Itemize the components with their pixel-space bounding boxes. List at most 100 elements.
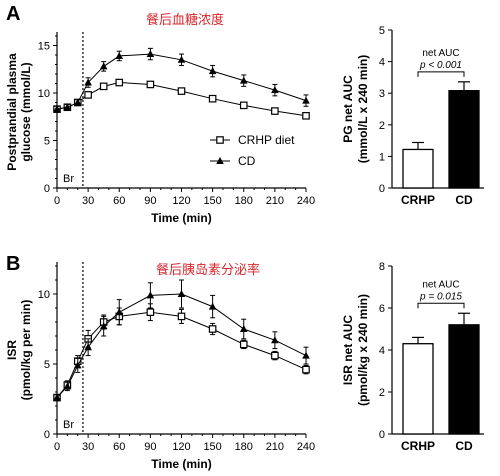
- data-point: [177, 290, 186, 297]
- y-axis-title: (pmol/kg x 240 min): [356, 294, 370, 406]
- y-tick-label: 2: [379, 120, 385, 132]
- x-tick-label: 90: [144, 195, 156, 207]
- legend-marker-triangle: [216, 157, 224, 164]
- y-tick-label: 6: [379, 303, 385, 315]
- x-tick-label: 150: [203, 441, 221, 453]
- data-point: [84, 91, 92, 99]
- x-tick-label: 180: [235, 195, 253, 207]
- data-point: [177, 87, 186, 95]
- x-tick-label: 60: [113, 441, 125, 453]
- y-axis-title: ISR net AUC: [341, 315, 355, 386]
- significance-bracket: [417, 71, 465, 77]
- breakfast-marker-label: Br: [63, 419, 74, 431]
- bar-crhp: [402, 343, 434, 435]
- data-point: [99, 82, 108, 91]
- y-tick-label: 2: [379, 387, 385, 399]
- series-crhp: [53, 303, 310, 402]
- data-point: [99, 322, 108, 330]
- x-tick-label: 240: [297, 441, 315, 453]
- data-point: [302, 96, 310, 104]
- data-point: [146, 80, 155, 89]
- data-point: [115, 51, 124, 59]
- data-point: [53, 393, 61, 401]
- data-point: [146, 308, 155, 317]
- x-tick-label: 120: [172, 441, 190, 453]
- y-tick-label: 5: [44, 136, 50, 148]
- x-tick-label: 90: [144, 441, 156, 453]
- data-point: [302, 351, 310, 359]
- data-point: [208, 94, 217, 103]
- data-point: [271, 107, 279, 115]
- data-point: [99, 62, 108, 70]
- category-label: CRHP: [401, 439, 435, 453]
- category-label: CRHP: [401, 193, 435, 207]
- data-point: [239, 101, 248, 110]
- y-axis-title: Postprandial plasma: [5, 53, 19, 171]
- breakfast-marker-label: Br: [63, 173, 74, 185]
- chart-title: 餐后血糖浓度: [146, 12, 224, 27]
- data-point: [115, 308, 124, 316]
- data-point: [146, 50, 155, 58]
- y-tick-label: 3: [379, 88, 385, 100]
- panel-label-b: B: [6, 253, 20, 275]
- y-axis-title: glucose (mmol/L): [19, 62, 33, 161]
- y-axis-title: PG net AUC: [341, 75, 355, 143]
- x-tick-label: 0: [54, 441, 60, 453]
- x-tick-label: 30: [82, 195, 94, 207]
- x-tick-label: 210: [266, 195, 284, 207]
- y-tick-label: 5: [379, 25, 385, 37]
- bar-chart-a: 0 1 2 3 4 5 PG net AUC (mmol/L x 240 min) CRHP CD…: [341, 25, 484, 207]
- y-tick-label: 8: [379, 261, 385, 273]
- y-tick-label: 5: [44, 359, 50, 371]
- data-point: [271, 351, 279, 360]
- legend-label-cd: CD: [238, 154, 256, 168]
- bar-chart-b: 0 2 4 6 8 ISR net AUC (pmol/kg x 240 min) CRHP C…: [341, 261, 484, 453]
- panel-label-a: A: [6, 3, 20, 25]
- x-tick-label: 240: [297, 195, 315, 207]
- y-axis-title: (pmol/kg per min): [19, 300, 33, 401]
- y-tick-label: 0: [379, 429, 385, 441]
- y-tick-label: 10: [38, 88, 50, 100]
- data-point: [208, 302, 217, 310]
- y-tick-label: 1: [379, 151, 385, 163]
- legend: CRHP diet CD: [210, 133, 295, 168]
- data-point: [177, 55, 186, 63]
- chart-title: 餐后胰岛素分泌率: [156, 262, 260, 277]
- p-value: p < 0.001: [419, 60, 462, 71]
- data-point: [73, 98, 82, 106]
- data-point: [271, 336, 279, 344]
- series-cd: [53, 279, 310, 401]
- x-tick-label: 120: [172, 195, 190, 207]
- data-point: [302, 111, 310, 120]
- x-tick-label: 60: [113, 195, 125, 207]
- y-tick-label: 4: [379, 57, 385, 69]
- p-value: p = 0.015: [419, 291, 462, 302]
- x-tick-label: 30: [82, 441, 94, 453]
- data-point: [208, 67, 217, 75]
- category-label: CD: [455, 193, 473, 207]
- legend-marker-square: [216, 136, 224, 144]
- data-point: [239, 340, 248, 349]
- data-point: [84, 78, 92, 86]
- x-tick-label: 150: [203, 195, 221, 207]
- y-tick-label: 0: [379, 183, 385, 195]
- category-label: CD: [455, 439, 473, 453]
- significance-bracket: [417, 302, 465, 309]
- y-tick-label: 0: [44, 183, 50, 195]
- y-axis-title: (mmol/L x 240 min): [356, 55, 370, 163]
- data-point: [208, 325, 217, 333]
- line-chart-b: 0 5 10 0 30 60 90 120 150 180 210 240 Time (min) ISR(…: [5, 262, 315, 471]
- data-point: [73, 361, 82, 369]
- y-tick-label: 4: [379, 345, 385, 357]
- bar-cd: [448, 324, 480, 435]
- annotation-title: net AUC: [422, 48, 459, 59]
- data-point: [63, 382, 72, 390]
- data-point: [239, 325, 248, 332]
- x-tick-label: 210: [266, 441, 284, 453]
- data-point: [271, 86, 279, 94]
- data-point: [146, 291, 155, 299]
- x-tick-label: 180: [235, 441, 253, 453]
- bar-crhp: [402, 148, 434, 189]
